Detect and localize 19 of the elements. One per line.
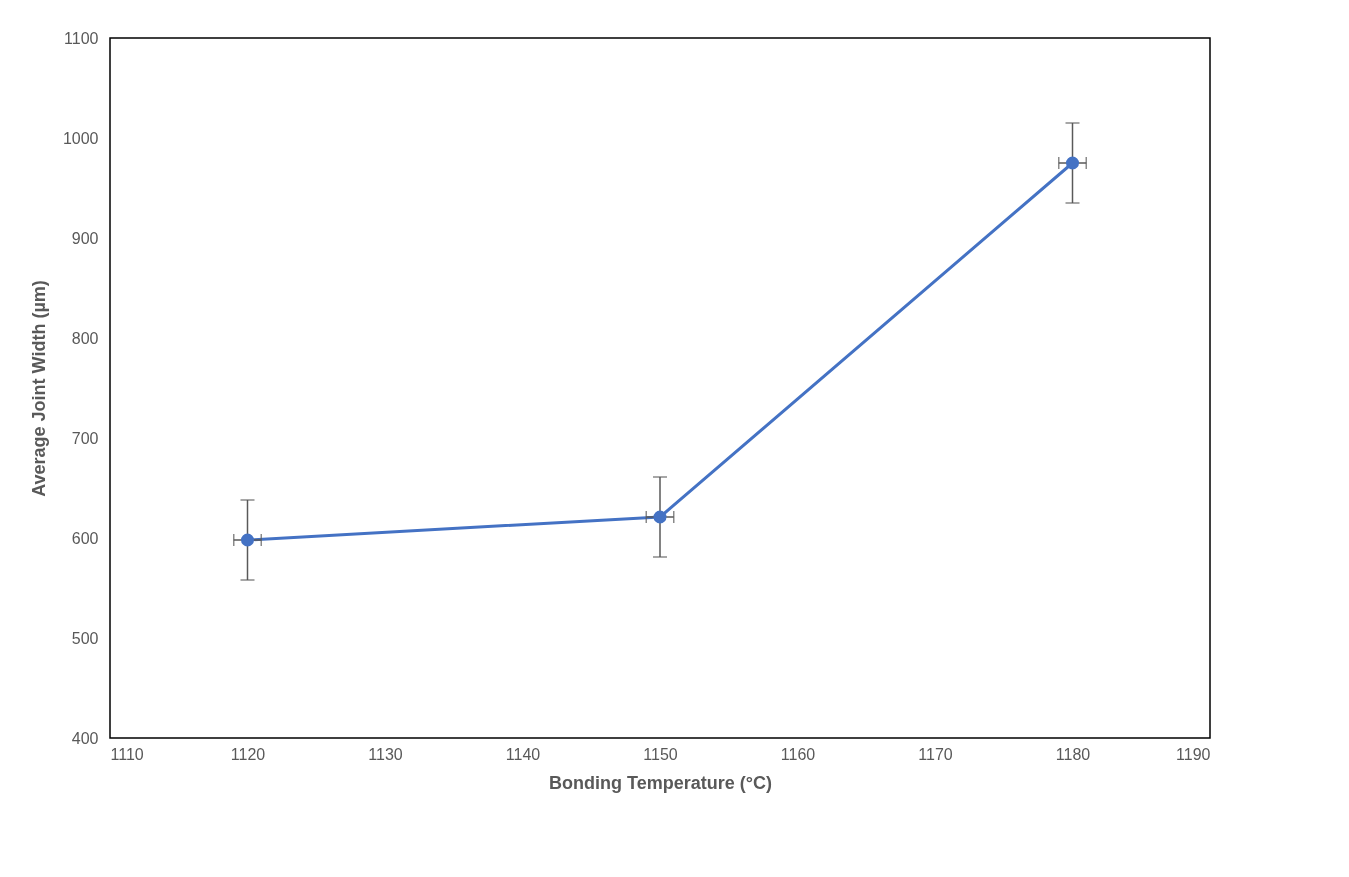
x-tick-label: 1180 (1055, 745, 1091, 763)
x-tick-label: 1140 (505, 745, 541, 763)
y-axis-title: Average Joint Width (µm) (28, 280, 49, 497)
y-tick-label: 900 (71, 229, 99, 247)
y-tick-label: 400 (71, 729, 99, 747)
y-tick-label: 1100 (64, 29, 99, 47)
y-tick-label: 500 (71, 629, 99, 647)
y-tick-label: 600 (71, 529, 99, 547)
x-tick-label: 1160 (780, 745, 816, 763)
y-tick-label: 800 (71, 329, 99, 347)
x-tick-label: 1190 (1176, 745, 1211, 763)
y-tick-label: 1000 (62, 129, 99, 147)
x-tick-label: 1110 (110, 745, 144, 763)
x-tick-label: 1120 (230, 745, 266, 763)
y-tick-label: 700 (71, 429, 99, 447)
x-axis-title: Bonding Temperature (°C) (549, 772, 772, 793)
x-tick-label: 1150 (643, 745, 678, 763)
x-tick-label: 1130 (368, 745, 403, 763)
x-tick-label: 1170 (918, 745, 953, 763)
